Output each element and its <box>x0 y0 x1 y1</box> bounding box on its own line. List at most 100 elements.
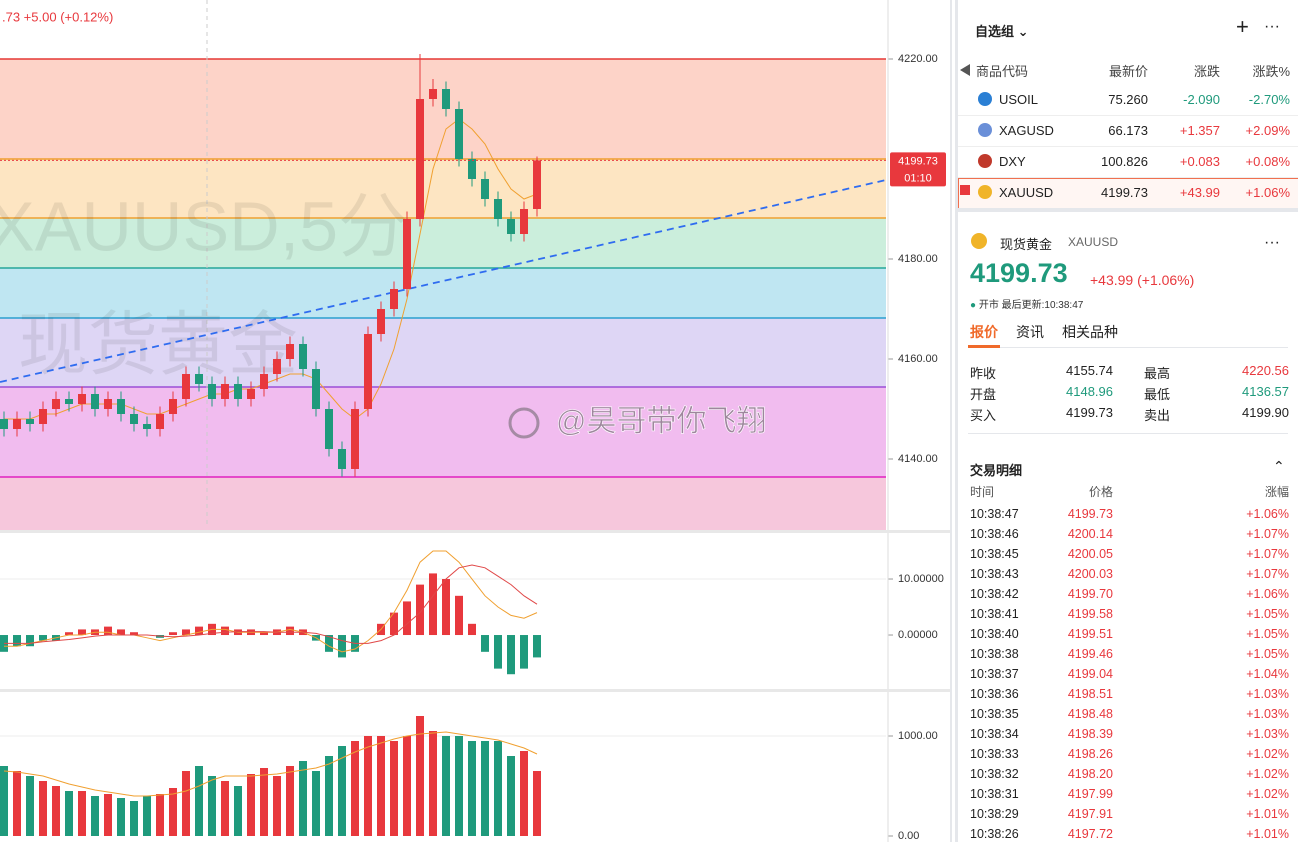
trade-cell: +1.01% <box>1246 827 1289 841</box>
quote-code: XAUUSD <box>1068 235 1119 249</box>
trade-cell: 4199.04 <box>1067 667 1113 681</box>
column-header: 涨跌 <box>1193 64 1220 79</box>
macd-bar <box>338 635 346 658</box>
candle-body <box>325 409 333 449</box>
macd-bar <box>390 612 398 636</box>
volume-bar <box>104 794 112 836</box>
watchlist-cell: -2.70% <box>1248 92 1290 107</box>
volume-bar <box>429 731 437 836</box>
stat-label: 卖出 <box>1144 408 1171 423</box>
volume-bar <box>0 766 8 836</box>
candle-body <box>468 159 476 179</box>
candle-body <box>13 419 21 429</box>
candle-body <box>481 179 489 199</box>
quote-change: +43.99 (+1.06%) <box>1090 272 1195 288</box>
side-panel: 自选组 ⌄ + ··· 商品代码 最新价 涨跌 涨跌% USOIL 75.260 -2.09… <box>955 0 1298 842</box>
watchlist-row[interactable] <box>958 85 1298 116</box>
top-band <box>0 4 886 59</box>
candle-body <box>182 374 190 399</box>
candle-body <box>286 344 294 359</box>
stat-value: 4136.57 <box>1242 384 1289 399</box>
volume-bar <box>299 761 307 836</box>
watermark: 现货黄金 <box>18 305 298 383</box>
volume-bar <box>273 776 281 836</box>
trade-cell: 10:38:33 <box>970 747 1019 761</box>
volume-bar <box>507 756 515 836</box>
y-tick-label: 10.00000 <box>898 573 944 585</box>
macd-bar <box>78 629 86 636</box>
volume-bar <box>130 801 138 836</box>
symbol-icon <box>978 185 992 199</box>
volume-bar <box>91 796 99 836</box>
volume-bar <box>468 741 476 836</box>
more-button[interactable]: ··· <box>1264 18 1280 35</box>
macd-bar <box>468 623 476 636</box>
watchlist-cell: XAGUSD <box>999 123 1054 138</box>
candle-body <box>520 209 528 234</box>
volume-bar <box>338 746 346 836</box>
column-header: 涨跌% <box>1252 64 1290 79</box>
volume-bar <box>234 786 242 836</box>
watchlist-row[interactable] <box>958 147 1298 178</box>
trade-cell: +1.03% <box>1246 687 1289 701</box>
candle-body <box>169 399 177 414</box>
trade-cell: 4198.51 <box>1067 687 1113 701</box>
trade-cell: 10:38:37 <box>970 667 1019 681</box>
trendline <box>0 179 887 383</box>
stat-value: 4199.90 <box>1242 405 1289 420</box>
candle-body <box>390 289 398 309</box>
updated-text: 最后更新:10:38:47 <box>1001 300 1084 311</box>
watchlist-title[interactable]: 自选组 ⌄ <box>975 24 1029 39</box>
volume-bar <box>117 798 125 836</box>
candle-body <box>26 419 34 424</box>
macd-bar <box>494 635 502 669</box>
trades-header: 时间 <box>970 485 995 499</box>
tab[interactable]: 资讯 <box>1016 324 1044 340</box>
trade-cell: 4197.99 <box>1067 787 1113 801</box>
volume-bar <box>312 771 320 836</box>
candle-body <box>156 414 164 429</box>
candle-body <box>442 89 450 109</box>
macd-bar <box>455 595 463 636</box>
candle-body <box>78 394 86 404</box>
candle-body <box>299 344 307 369</box>
more-button[interactable]: ··· <box>1264 234 1280 251</box>
trades-header: 涨幅 <box>1264 485 1289 499</box>
tab[interactable]: 相关品种 <box>1062 324 1118 340</box>
candle-body <box>234 384 242 399</box>
trade-cell: +1.05% <box>1246 627 1289 641</box>
candle-body <box>260 374 268 389</box>
countdown: 01:10 <box>904 172 932 184</box>
tab-indicator <box>968 345 1000 348</box>
volume-bar <box>13 771 21 836</box>
trade-cell: 10:38:46 <box>970 527 1019 541</box>
add-button[interactable]: + <box>1236 14 1249 39</box>
trade-cell: 10:38:36 <box>970 687 1019 701</box>
candle-body <box>39 409 47 424</box>
candle-body <box>273 359 281 374</box>
divider <box>968 433 1288 434</box>
watchlist-row[interactable] <box>958 116 1298 147</box>
collapse-button[interactable]: ⌃ <box>1273 458 1285 474</box>
macd-bar <box>65 632 73 636</box>
candle-body <box>91 394 99 409</box>
y-tick-label: 1000.00 <box>898 730 938 742</box>
macd-bar <box>26 635 34 647</box>
macd-bar <box>260 632 268 636</box>
candle-body <box>338 449 346 469</box>
watchlist-cell: 66.173 <box>1108 123 1148 138</box>
last-price-label: 4199.73 <box>898 155 938 167</box>
trade-cell: 10:38:29 <box>970 807 1019 821</box>
tab[interactable]: 报价 <box>970 324 998 340</box>
volume-bar <box>39 781 47 836</box>
trade-cell: 10:38:38 <box>970 647 1019 661</box>
volume-ma <box>3 731 538 797</box>
y-tick-label: 4140.00 <box>898 453 938 465</box>
trade-cell: +1.06% <box>1246 587 1289 601</box>
volume-bar <box>221 781 229 836</box>
y-tick-label: 4160.00 <box>898 353 938 365</box>
header-flag <box>960 64 970 76</box>
stat-value: 4220.56 <box>1242 363 1289 378</box>
watchlist-cell: DXY <box>999 154 1026 169</box>
candle-body <box>0 419 8 429</box>
